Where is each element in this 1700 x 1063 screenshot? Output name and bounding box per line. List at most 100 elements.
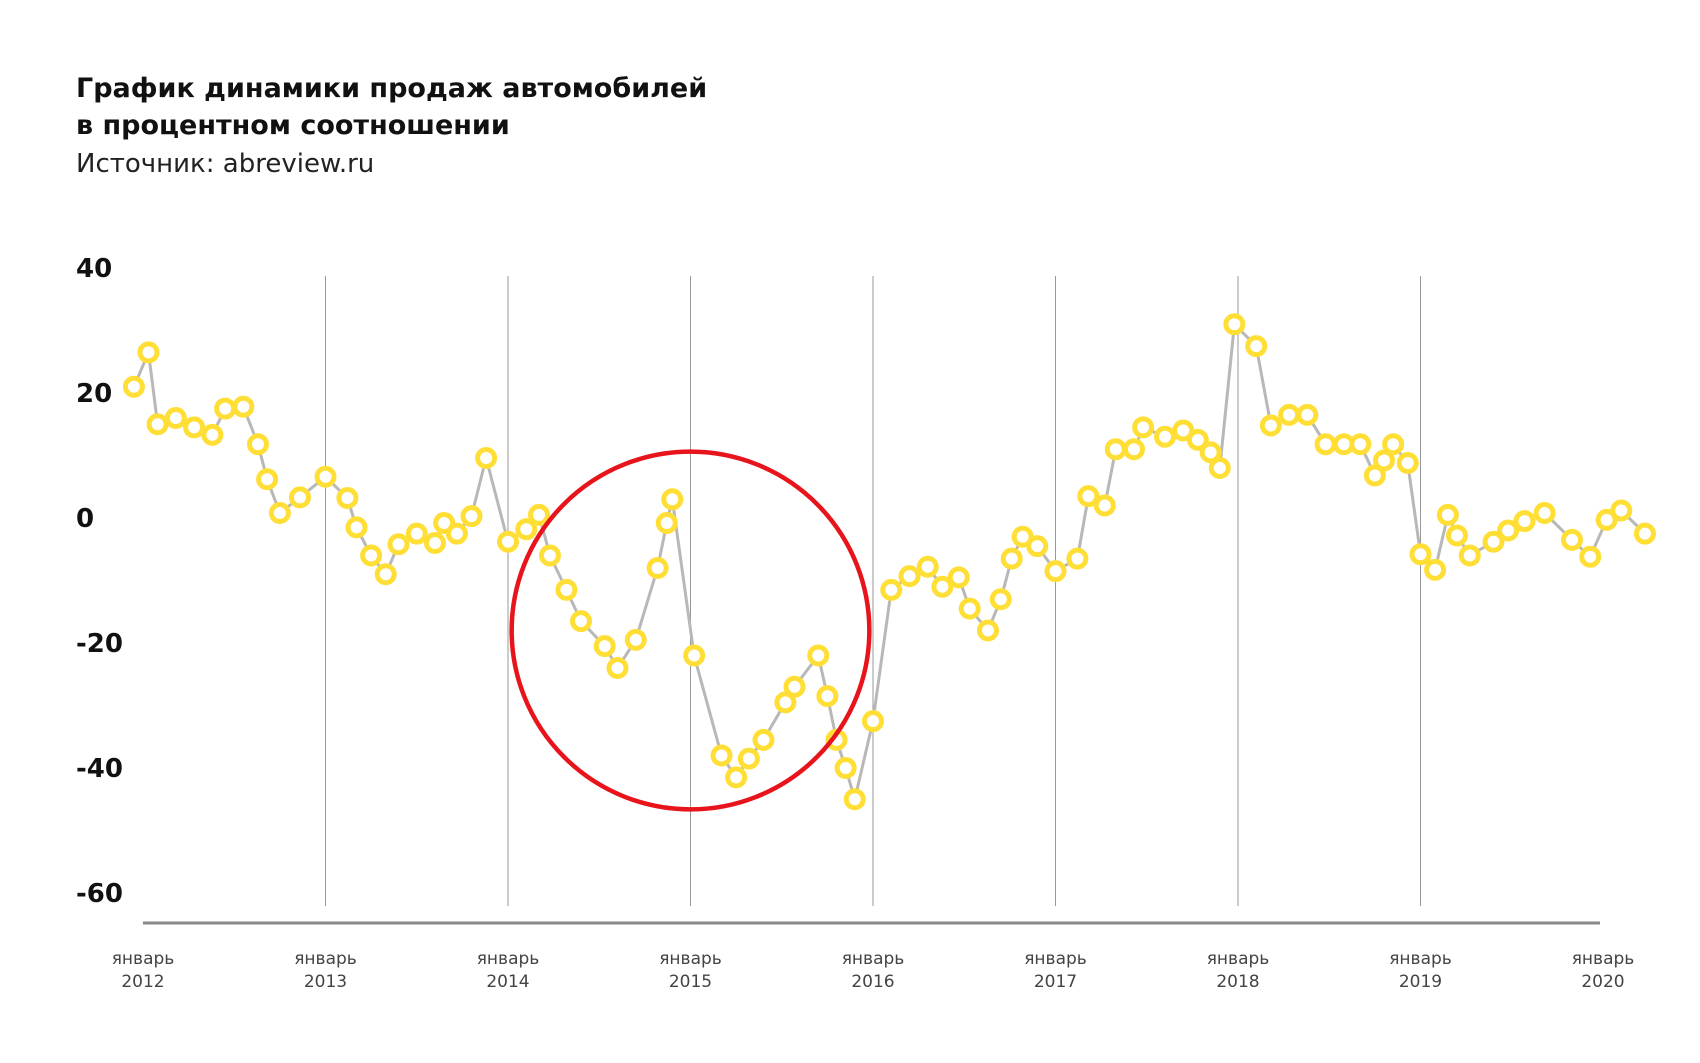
data-point xyxy=(1026,535,1049,558)
data-point xyxy=(201,423,224,446)
data-point xyxy=(570,610,592,633)
data-point xyxy=(122,375,145,398)
data-point xyxy=(314,465,337,488)
highlight-circle xyxy=(509,449,872,812)
data-point xyxy=(1093,494,1116,517)
data-point xyxy=(710,744,733,767)
data-point xyxy=(816,685,839,708)
data-point xyxy=(1172,419,1195,442)
data-point xyxy=(976,619,999,642)
data-point xyxy=(916,555,939,578)
data-point xyxy=(288,486,311,509)
data-point xyxy=(1349,433,1372,456)
data-point xyxy=(1154,425,1176,448)
x-tick-label-month: январь xyxy=(1024,949,1087,969)
data-point xyxy=(1132,416,1155,439)
x-tick-label-year: 2013 xyxy=(304,972,347,992)
data-point xyxy=(1245,335,1268,358)
data-point xyxy=(538,544,561,567)
data-point xyxy=(336,487,359,509)
data-point xyxy=(624,628,647,651)
data-point xyxy=(1436,503,1459,526)
data-point xyxy=(1497,519,1520,542)
data-point xyxy=(1296,403,1319,426)
data-point xyxy=(646,557,669,579)
x-tick-label-month: январь xyxy=(659,949,722,969)
data-point xyxy=(683,644,706,667)
data-point xyxy=(1409,543,1432,566)
data-point xyxy=(246,433,269,456)
data-point xyxy=(1000,547,1023,570)
y-tick-label: -20 xyxy=(76,629,123,659)
series-markers xyxy=(122,313,1656,811)
data-point xyxy=(387,533,410,556)
data-point xyxy=(528,503,551,526)
data-point xyxy=(268,502,291,524)
data-point xyxy=(445,522,468,545)
data-point xyxy=(807,644,830,667)
x-tick-label-year: 2016 xyxy=(851,972,894,992)
data-point xyxy=(725,766,748,789)
data-point xyxy=(752,728,775,751)
x-tick-label-year: 2014 xyxy=(486,972,529,992)
x-tick-label-year: 2020 xyxy=(1581,972,1624,992)
x-tick-label-month: январь xyxy=(1572,949,1635,969)
y-tick-label: 20 xyxy=(76,379,112,409)
data-point xyxy=(1208,457,1231,479)
y-tick-label: -40 xyxy=(76,754,123,784)
data-point xyxy=(1458,544,1481,567)
data-point xyxy=(146,413,169,436)
data-point xyxy=(1424,558,1447,581)
x-tick-label-month: январь xyxy=(477,949,540,969)
data-point xyxy=(737,747,760,770)
data-point xyxy=(460,505,483,528)
data-point xyxy=(164,407,187,429)
x-tick-label-month: январь xyxy=(294,949,357,969)
data-point xyxy=(1373,449,1395,472)
y-tick-label: 0 xyxy=(76,504,94,534)
data-point xyxy=(345,516,368,539)
data-point xyxy=(1610,499,1633,522)
x-tick-label-month: январь xyxy=(1389,949,1452,969)
data-point xyxy=(1278,403,1301,426)
data-point xyxy=(1066,547,1089,570)
data-point xyxy=(843,788,866,811)
chart-title-line1: График динамики продаж автомобилей xyxy=(76,73,708,104)
data-point xyxy=(1199,441,1222,464)
data-point xyxy=(931,575,954,598)
y-axis-tick-labels: 40 20 0 -20 -40 -60 xyxy=(76,254,123,909)
data-point xyxy=(374,563,397,586)
data-point xyxy=(1513,510,1536,533)
data-point xyxy=(1560,528,1583,551)
x-tick-label-month: январь xyxy=(842,949,905,969)
x-tick-label-month: январь xyxy=(1207,949,1270,969)
data-point xyxy=(1186,428,1209,451)
data-point xyxy=(1104,438,1127,461)
data-point xyxy=(989,588,1012,611)
x-tick-label-year: 2015 xyxy=(669,972,712,992)
data-point xyxy=(947,566,970,589)
data-point xyxy=(1579,545,1602,568)
data-point xyxy=(834,757,857,779)
data-point xyxy=(1595,508,1618,531)
chart-source: Источник: abreview.ru xyxy=(76,149,375,179)
data-point xyxy=(661,488,684,511)
data-point xyxy=(555,578,578,601)
data-point xyxy=(256,468,279,491)
y-tick-label: 40 xyxy=(76,254,112,284)
data-point xyxy=(1077,485,1100,508)
data-point xyxy=(475,447,498,469)
data-point xyxy=(1314,433,1337,456)
data-point xyxy=(898,565,921,588)
data-point xyxy=(1396,452,1419,474)
data-point xyxy=(1533,502,1556,524)
data-point xyxy=(1044,560,1067,583)
y-tick-label: -60 xyxy=(76,879,123,909)
data-point xyxy=(958,597,981,620)
data-point xyxy=(232,395,255,418)
data-point xyxy=(497,530,519,553)
data-point xyxy=(214,397,237,420)
x-tick-label-year: 2018 xyxy=(1216,972,1259,992)
data-point xyxy=(515,518,538,541)
